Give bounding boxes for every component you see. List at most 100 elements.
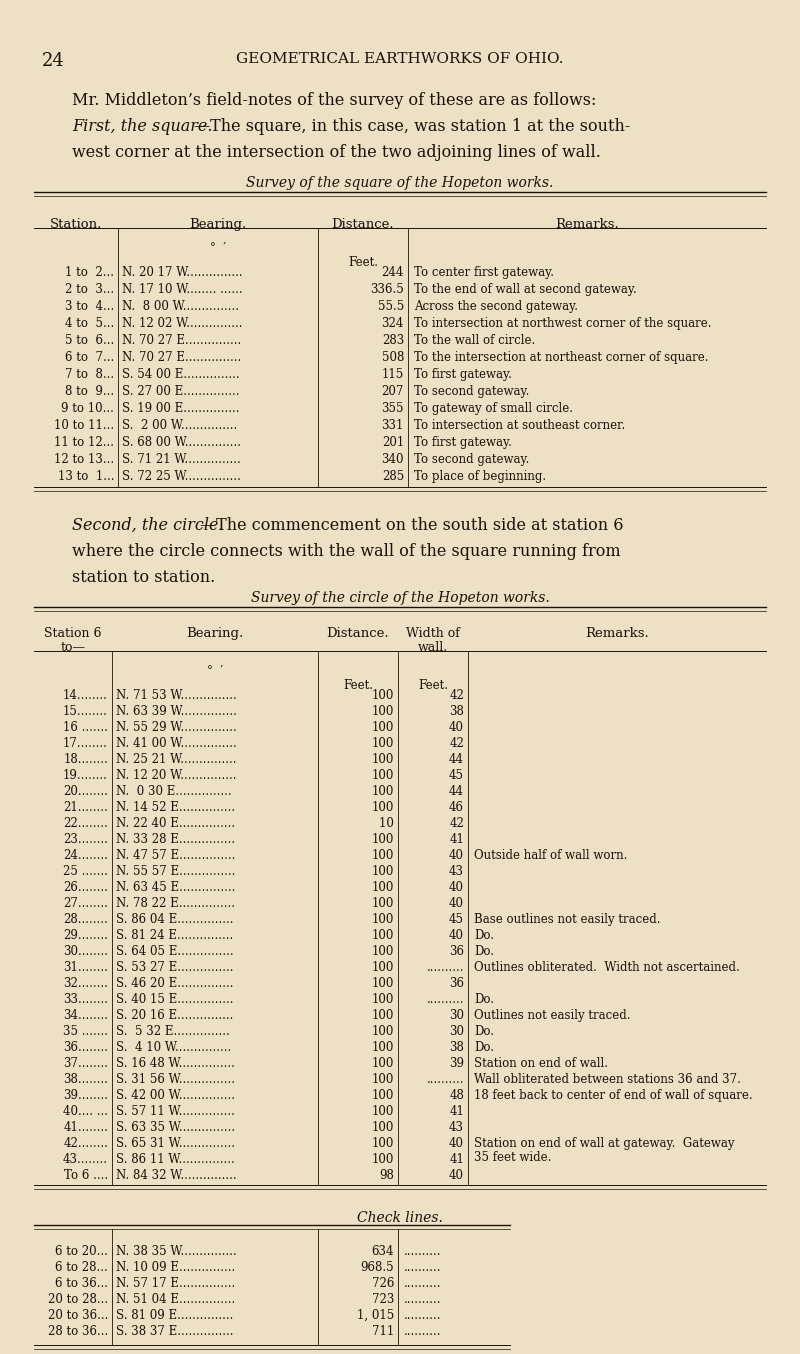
Text: 100: 100	[372, 849, 394, 862]
Text: 100: 100	[372, 913, 394, 926]
Text: 4 to  5...: 4 to 5...	[65, 317, 114, 330]
Text: S. 19 00 E...............: S. 19 00 E...............	[122, 402, 239, 414]
Text: 100: 100	[372, 753, 394, 766]
Text: ..........: ..........	[404, 1244, 442, 1258]
Text: 35 feet wide.: 35 feet wide.	[474, 1151, 551, 1164]
Text: GEOMETRICAL EARTHWORKS OF OHIO.: GEOMETRICAL EARTHWORKS OF OHIO.	[236, 51, 564, 66]
Text: 100: 100	[372, 833, 394, 846]
Text: 43: 43	[449, 865, 464, 877]
Text: 27........: 27........	[63, 896, 108, 910]
Text: 6 to 20...: 6 to 20...	[55, 1244, 108, 1258]
Text: N. 38 35 W...............: N. 38 35 W...............	[116, 1244, 237, 1258]
Text: To place of beginning.: To place of beginning.	[414, 470, 546, 483]
Text: 100: 100	[372, 1154, 394, 1166]
Text: N.  0 30 E...............: N. 0 30 E...............	[116, 785, 232, 798]
Text: To center first gateway.: To center first gateway.	[414, 265, 554, 279]
Text: 634: 634	[371, 1244, 394, 1258]
Text: N. 12 02 W...............: N. 12 02 W...............	[122, 317, 242, 330]
Text: 100: 100	[372, 1041, 394, 1053]
Text: 38: 38	[449, 1041, 464, 1053]
Text: 16 .......: 16 .......	[63, 720, 108, 734]
Text: 8 to  9...: 8 to 9...	[65, 385, 114, 398]
Text: 711: 711	[372, 1326, 394, 1338]
Text: 201: 201	[382, 436, 404, 450]
Text: to—: to—	[61, 640, 86, 654]
Text: S. 42 00 W...............: S. 42 00 W...............	[116, 1089, 235, 1102]
Text: 34........: 34........	[63, 1009, 108, 1022]
Text: 100: 100	[372, 929, 394, 942]
Text: Check lines.: Check lines.	[357, 1210, 443, 1225]
Text: 40: 40	[449, 896, 464, 910]
Text: 42: 42	[449, 737, 464, 750]
Text: °  ′: ° ′	[210, 242, 226, 255]
Text: 40: 40	[449, 929, 464, 942]
Text: 6 to 36...: 6 to 36...	[55, 1277, 108, 1290]
Text: 40: 40	[449, 720, 464, 734]
Text: 55.5: 55.5	[378, 301, 404, 313]
Text: 44: 44	[449, 785, 464, 798]
Text: N. 22 40 E...............: N. 22 40 E...............	[116, 816, 235, 830]
Text: Feet.: Feet.	[343, 678, 373, 692]
Text: N. 78 22 E...............: N. 78 22 E...............	[116, 896, 235, 910]
Text: ..........: ..........	[404, 1326, 442, 1338]
Text: 36: 36	[449, 978, 464, 990]
Text: Survey of the circle of the Hopeton works.: Survey of the circle of the Hopeton work…	[250, 590, 550, 605]
Text: S. 72 25 W...............: S. 72 25 W...............	[122, 470, 241, 483]
Text: N. 55 29 W...............: N. 55 29 W...............	[116, 720, 237, 734]
Text: —The commencement on the south side at station 6: —The commencement on the south side at s…	[200, 517, 623, 533]
Text: 43: 43	[449, 1121, 464, 1135]
Text: S. 46 20 E...............: S. 46 20 E...............	[116, 978, 234, 990]
Text: Mr. Middleton’s field-notes of the survey of these are as follows:: Mr. Middleton’s field-notes of the surve…	[72, 92, 596, 110]
Text: 40: 40	[449, 881, 464, 894]
Text: Base outlines not easily traced.: Base outlines not easily traced.	[474, 913, 661, 926]
Text: 100: 100	[372, 1105, 394, 1118]
Text: where the circle connects with the wall of the square running from: where the circle connects with the wall …	[72, 543, 621, 561]
Text: 15........: 15........	[63, 705, 108, 718]
Text: Feet.: Feet.	[348, 256, 378, 269]
Text: S. 71 21 W...............: S. 71 21 W...............	[122, 454, 241, 466]
Text: 44: 44	[449, 753, 464, 766]
Text: ..........: ..........	[426, 992, 464, 1006]
Text: 100: 100	[372, 1009, 394, 1022]
Text: 31........: 31........	[63, 961, 108, 974]
Text: 115: 115	[382, 368, 404, 380]
Text: S. 64 05 E...............: S. 64 05 E...............	[116, 945, 234, 959]
Text: 29........: 29........	[63, 929, 108, 942]
Text: 42: 42	[449, 689, 464, 701]
Text: Bearing.: Bearing.	[190, 218, 246, 232]
Text: 6 to 28...: 6 to 28...	[55, 1261, 108, 1274]
Text: 21........: 21........	[63, 802, 108, 814]
Text: To first gateway.: To first gateway.	[414, 368, 512, 380]
Text: Do.: Do.	[474, 1025, 494, 1039]
Text: 41: 41	[449, 833, 464, 846]
Text: 10⁠: 10⁠	[379, 816, 394, 830]
Text: S. 31 56 W...............: S. 31 56 W...............	[116, 1072, 235, 1086]
Text: 331: 331	[382, 418, 404, 432]
Text: 355: 355	[382, 402, 404, 414]
Text: 28 to 36...: 28 to 36...	[48, 1326, 108, 1338]
Text: Across the second gateway.: Across the second gateway.	[414, 301, 578, 313]
Text: 2 to  3...: 2 to 3...	[65, 283, 114, 297]
Text: N. 10 09 E...............: N. 10 09 E...............	[116, 1261, 235, 1274]
Text: S. 63 35 W...............: S. 63 35 W...............	[116, 1121, 235, 1135]
Text: 39: 39	[449, 1057, 464, 1070]
Text: 43........: 43........	[63, 1154, 108, 1166]
Text: 723: 723	[372, 1293, 394, 1307]
Text: 100: 100	[372, 865, 394, 877]
Text: Do.: Do.	[474, 929, 494, 942]
Text: 46: 46	[449, 802, 464, 814]
Text: Station on end of wall at gateway.  Gateway: Station on end of wall at gateway. Gatew…	[474, 1137, 734, 1150]
Text: 508: 508	[382, 351, 404, 364]
Text: 98: 98	[379, 1169, 394, 1182]
Text: 336.5: 336.5	[370, 283, 404, 297]
Text: N. 17 10 W........ ......: N. 17 10 W........ ......	[122, 283, 242, 297]
Text: 100: 100	[372, 961, 394, 974]
Text: N. 41 00 W...............: N. 41 00 W...............	[116, 737, 237, 750]
Text: 726: 726	[372, 1277, 394, 1290]
Text: To second gateway.: To second gateway.	[414, 385, 530, 398]
Text: S. 86 04 E...............: S. 86 04 E...............	[116, 913, 234, 926]
Text: 5 to  6...: 5 to 6...	[65, 334, 114, 347]
Text: 7 to  8...: 7 to 8...	[65, 368, 114, 380]
Text: N. 63 45 E...............: N. 63 45 E...............	[116, 881, 235, 894]
Text: Station on end of wall.: Station on end of wall.	[474, 1057, 608, 1070]
